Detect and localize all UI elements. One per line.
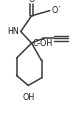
Text: O: O — [51, 6, 57, 15]
Text: ·: · — [58, 4, 61, 13]
Text: O: O — [28, 0, 35, 4]
Text: C: C — [32, 39, 38, 48]
Text: –OH: –OH — [37, 39, 53, 48]
Text: HN: HN — [7, 27, 19, 36]
Text: OH: OH — [23, 93, 35, 102]
